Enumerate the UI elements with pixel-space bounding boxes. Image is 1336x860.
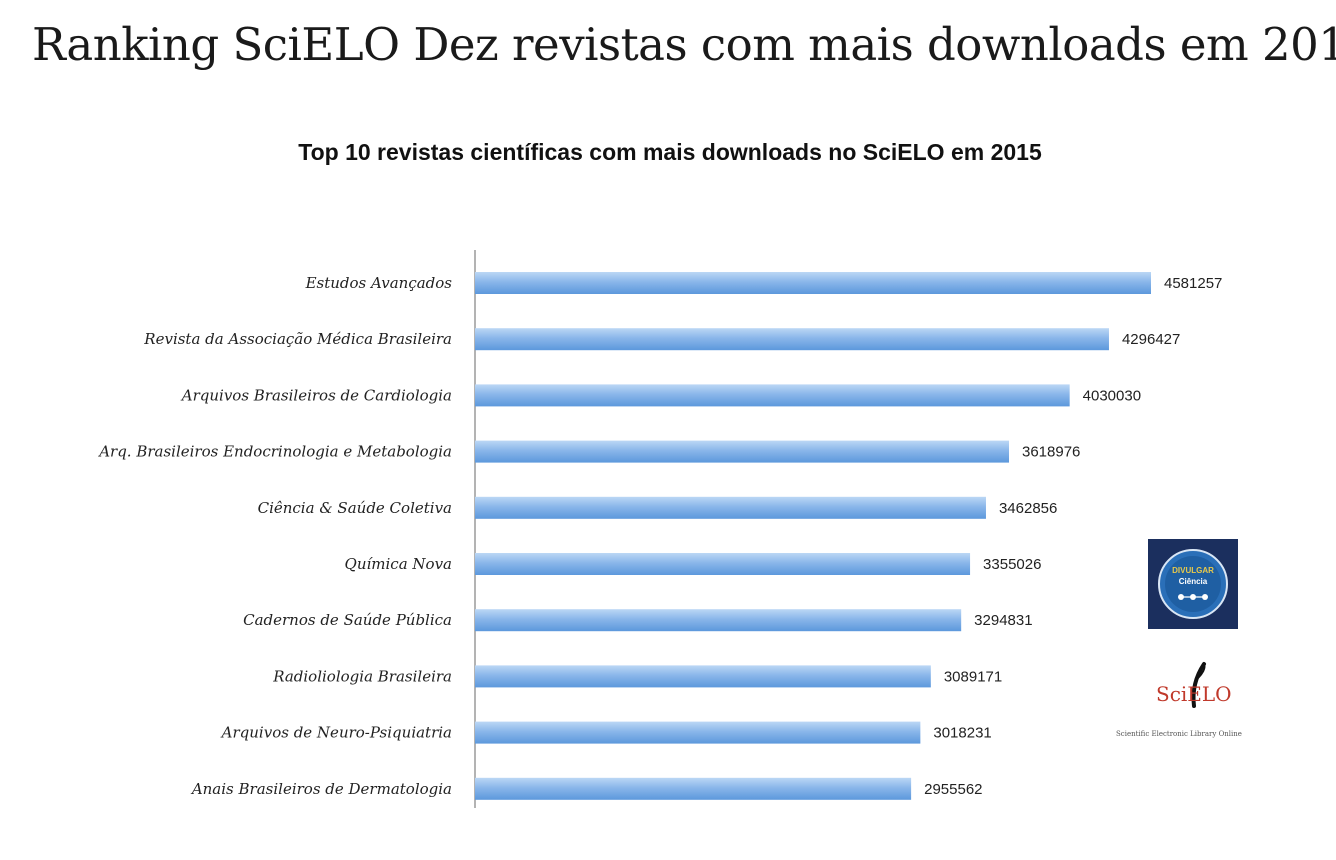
bar — [475, 496, 986, 519]
ciencia-logo-text: Ciência — [1179, 577, 1208, 586]
value-label: 3355026 — [983, 556, 1041, 573]
scielo-logo: SciELO Scientific Electronic Library Onl… — [1108, 656, 1278, 748]
category-label: Cadernos de Saúde Pública — [243, 611, 452, 629]
bar — [475, 665, 931, 688]
divulgar-logo-text: DIVULGAR — [1172, 566, 1214, 575]
bar — [475, 384, 1070, 407]
category-label: Química Nova — [345, 555, 452, 573]
bar — [475, 777, 912, 800]
value-label: 4296427 — [1122, 331, 1180, 348]
chart-title: Top 10 revistas científicas com mais dow… — [298, 139, 1042, 165]
category-label: Ciência & Saúde Coletiva — [258, 499, 452, 517]
value-label: 3462856 — [999, 500, 1057, 517]
category-label: Anais Brasileiros de Dermatologia — [190, 780, 452, 798]
category-label: Radioliologia Brasileira — [272, 667, 452, 685]
value-label: 3294831 — [974, 612, 1032, 629]
bar — [475, 721, 921, 744]
category-label: Arquivos de Neuro-Psiquiatria — [220, 724, 452, 742]
category-label: Estudos Avançados — [305, 274, 453, 292]
bar — [475, 272, 1151, 294]
category-label: Arq. Brasileiros Endocrinologia e Metabo… — [97, 443, 452, 461]
value-label: 3018231 — [933, 725, 991, 742]
scielo-tagline: Scientific Electronic Library Online — [1116, 730, 1242, 738]
page-title: Ranking SciELO Dez revistas com mais dow… — [32, 18, 1336, 71]
value-label: 2955562 — [924, 781, 982, 798]
bar — [475, 440, 1010, 463]
scielo-wordmark: SciELO — [1156, 682, 1232, 706]
bar — [475, 609, 962, 632]
value-label: 4581257 — [1164, 275, 1222, 292]
value-label: 3089171 — [944, 668, 1002, 685]
divulgar-ciencia-logo: DIVULGAR Ciência — [1148, 539, 1238, 629]
bar — [475, 553, 971, 575]
category-label: Arquivos Brasileiros de Cardiologia — [180, 386, 452, 404]
value-label: 3618976 — [1022, 444, 1080, 461]
bar — [475, 328, 1109, 351]
category-label: Revista da Associação Médica Brasileira — [143, 330, 452, 348]
value-label: 4030030 — [1083, 387, 1141, 404]
